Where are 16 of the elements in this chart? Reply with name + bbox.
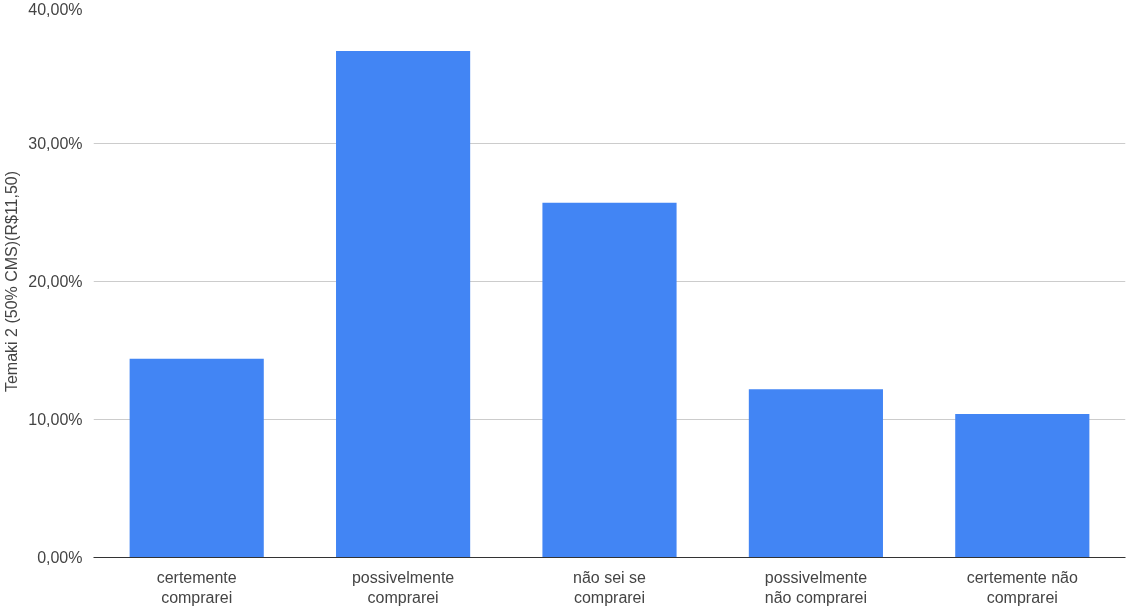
x-tick-label: possivelmente comprarei [351, 568, 455, 606]
x-tick-label: certemente comprarei [156, 568, 237, 606]
y-tick-label: 20,00% [28, 273, 83, 290]
x-tick-label: certemente não comprarei [966, 568, 1078, 606]
bar [748, 389, 883, 558]
bar [542, 202, 677, 558]
y-tick-label: 40,00% [28, 0, 83, 18]
x-tick-label: possivelmente não comprarei [764, 568, 868, 606]
y-tick-label: 0,00% [37, 549, 83, 566]
x-tick-label: não sei se comprarei [573, 568, 647, 606]
bar [129, 358, 264, 558]
y-tick-label: 30,00% [28, 135, 83, 152]
y-tick-label: 10,00% [28, 411, 83, 428]
y-axis-title: Temaki 2 (50% CMS)(R$11,50) [3, 170, 21, 393]
bar [336, 51, 471, 558]
bar [955, 413, 1090, 558]
